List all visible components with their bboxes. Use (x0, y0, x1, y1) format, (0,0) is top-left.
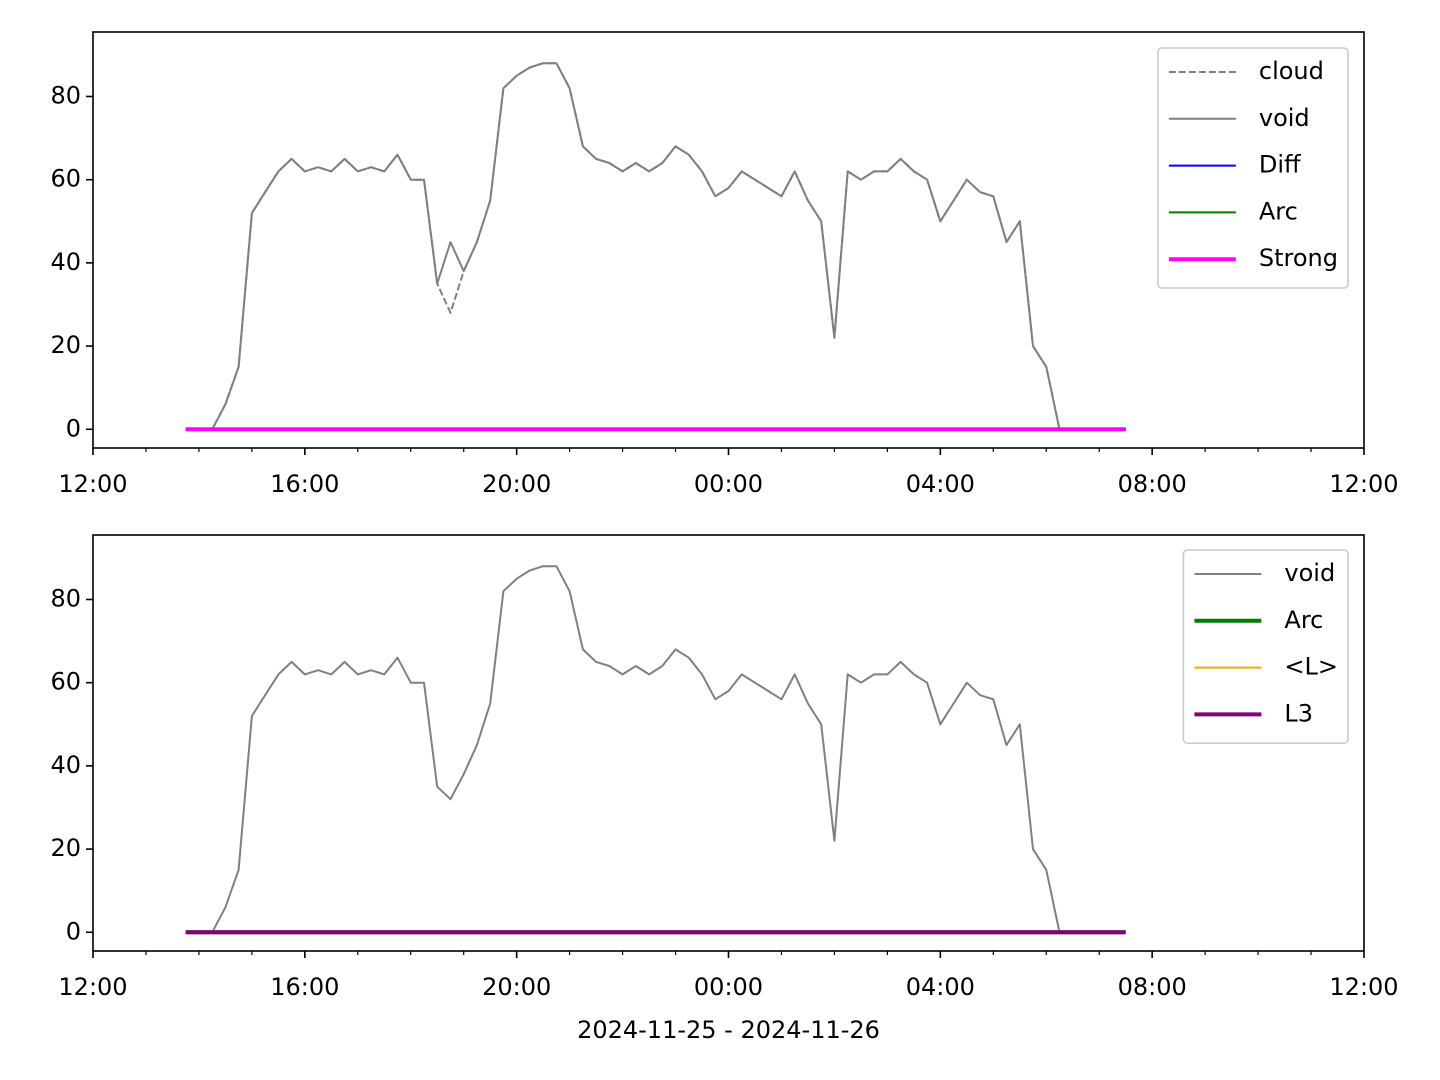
legend-label: <L> (1284, 653, 1338, 681)
x-tick-label: 00:00 (694, 973, 763, 1001)
y-tick-label: 20 (50, 331, 81, 359)
axes-frame (92, 534, 1365, 952)
series-line (185, 62, 1126, 431)
y-tick-label: 20 (50, 834, 81, 862)
axes: 0 20 40 60 80 12:00 16:00 20:00 00:00 04:00 08:00 1… (50, 31, 1399, 498)
plot-area (185, 62, 1126, 432)
legend: void Arc <L> L3 (1182, 549, 1349, 744)
x-tick-label: 12:00 (1329, 470, 1398, 498)
x-tick-label: 12:00 (1329, 973, 1398, 1001)
legend-label: cloud (1259, 57, 1324, 85)
legend-label: Strong (1259, 244, 1338, 272)
axes-frame (92, 31, 1365, 449)
x-tick-label: 04:00 (906, 470, 975, 498)
x-axis-label: 2024-11-25 - 2024-11-26 (577, 1016, 880, 1044)
y-tick-label: 80 (50, 584, 81, 612)
x-tick-label: 20:00 (482, 973, 551, 1001)
y-tick-label: 60 (50, 668, 81, 696)
axes: 0 20 40 60 80 12:00 16:00 20:00 00:00 04:00 08:00 1… (50, 534, 1399, 1044)
x-tick-label: 12:00 (58, 470, 127, 498)
series-line (185, 62, 1126, 431)
legend-label: Arc (1284, 606, 1323, 634)
legend-label: L3 (1284, 699, 1313, 727)
x-tick-label: 04:00 (906, 973, 975, 1001)
x-tick-label: 20:00 (482, 470, 551, 498)
x-tick-label: 08:00 (1118, 470, 1187, 498)
x-tick-label: 12:00 (58, 973, 127, 1001)
y-tick-label: 80 (50, 81, 81, 109)
x-tick-label: 08:00 (1118, 973, 1187, 1001)
y-tick-label: 40 (50, 751, 81, 779)
x-tick-label: 00:00 (694, 470, 763, 498)
legend: cloud void Diff Arc Strong (1157, 47, 1349, 289)
legend-label: void (1284, 559, 1335, 587)
y-tick-label: 0 (66, 917, 81, 945)
legend-label: Diff (1259, 151, 1301, 179)
y-tick-label: 0 (66, 414, 81, 442)
x-tick-label: 16:00 (270, 973, 339, 1001)
legend-label: void (1259, 104, 1310, 132)
x-tick-label: 16:00 (270, 470, 339, 498)
legend-frame (1182, 549, 1349, 744)
y-tick-label: 40 (50, 248, 81, 276)
y-tick-label: 60 (50, 165, 81, 193)
legend-frame (1157, 47, 1349, 289)
series-line (185, 565, 1126, 934)
legend-label: Arc (1259, 197, 1298, 225)
plot-area (185, 565, 1126, 935)
